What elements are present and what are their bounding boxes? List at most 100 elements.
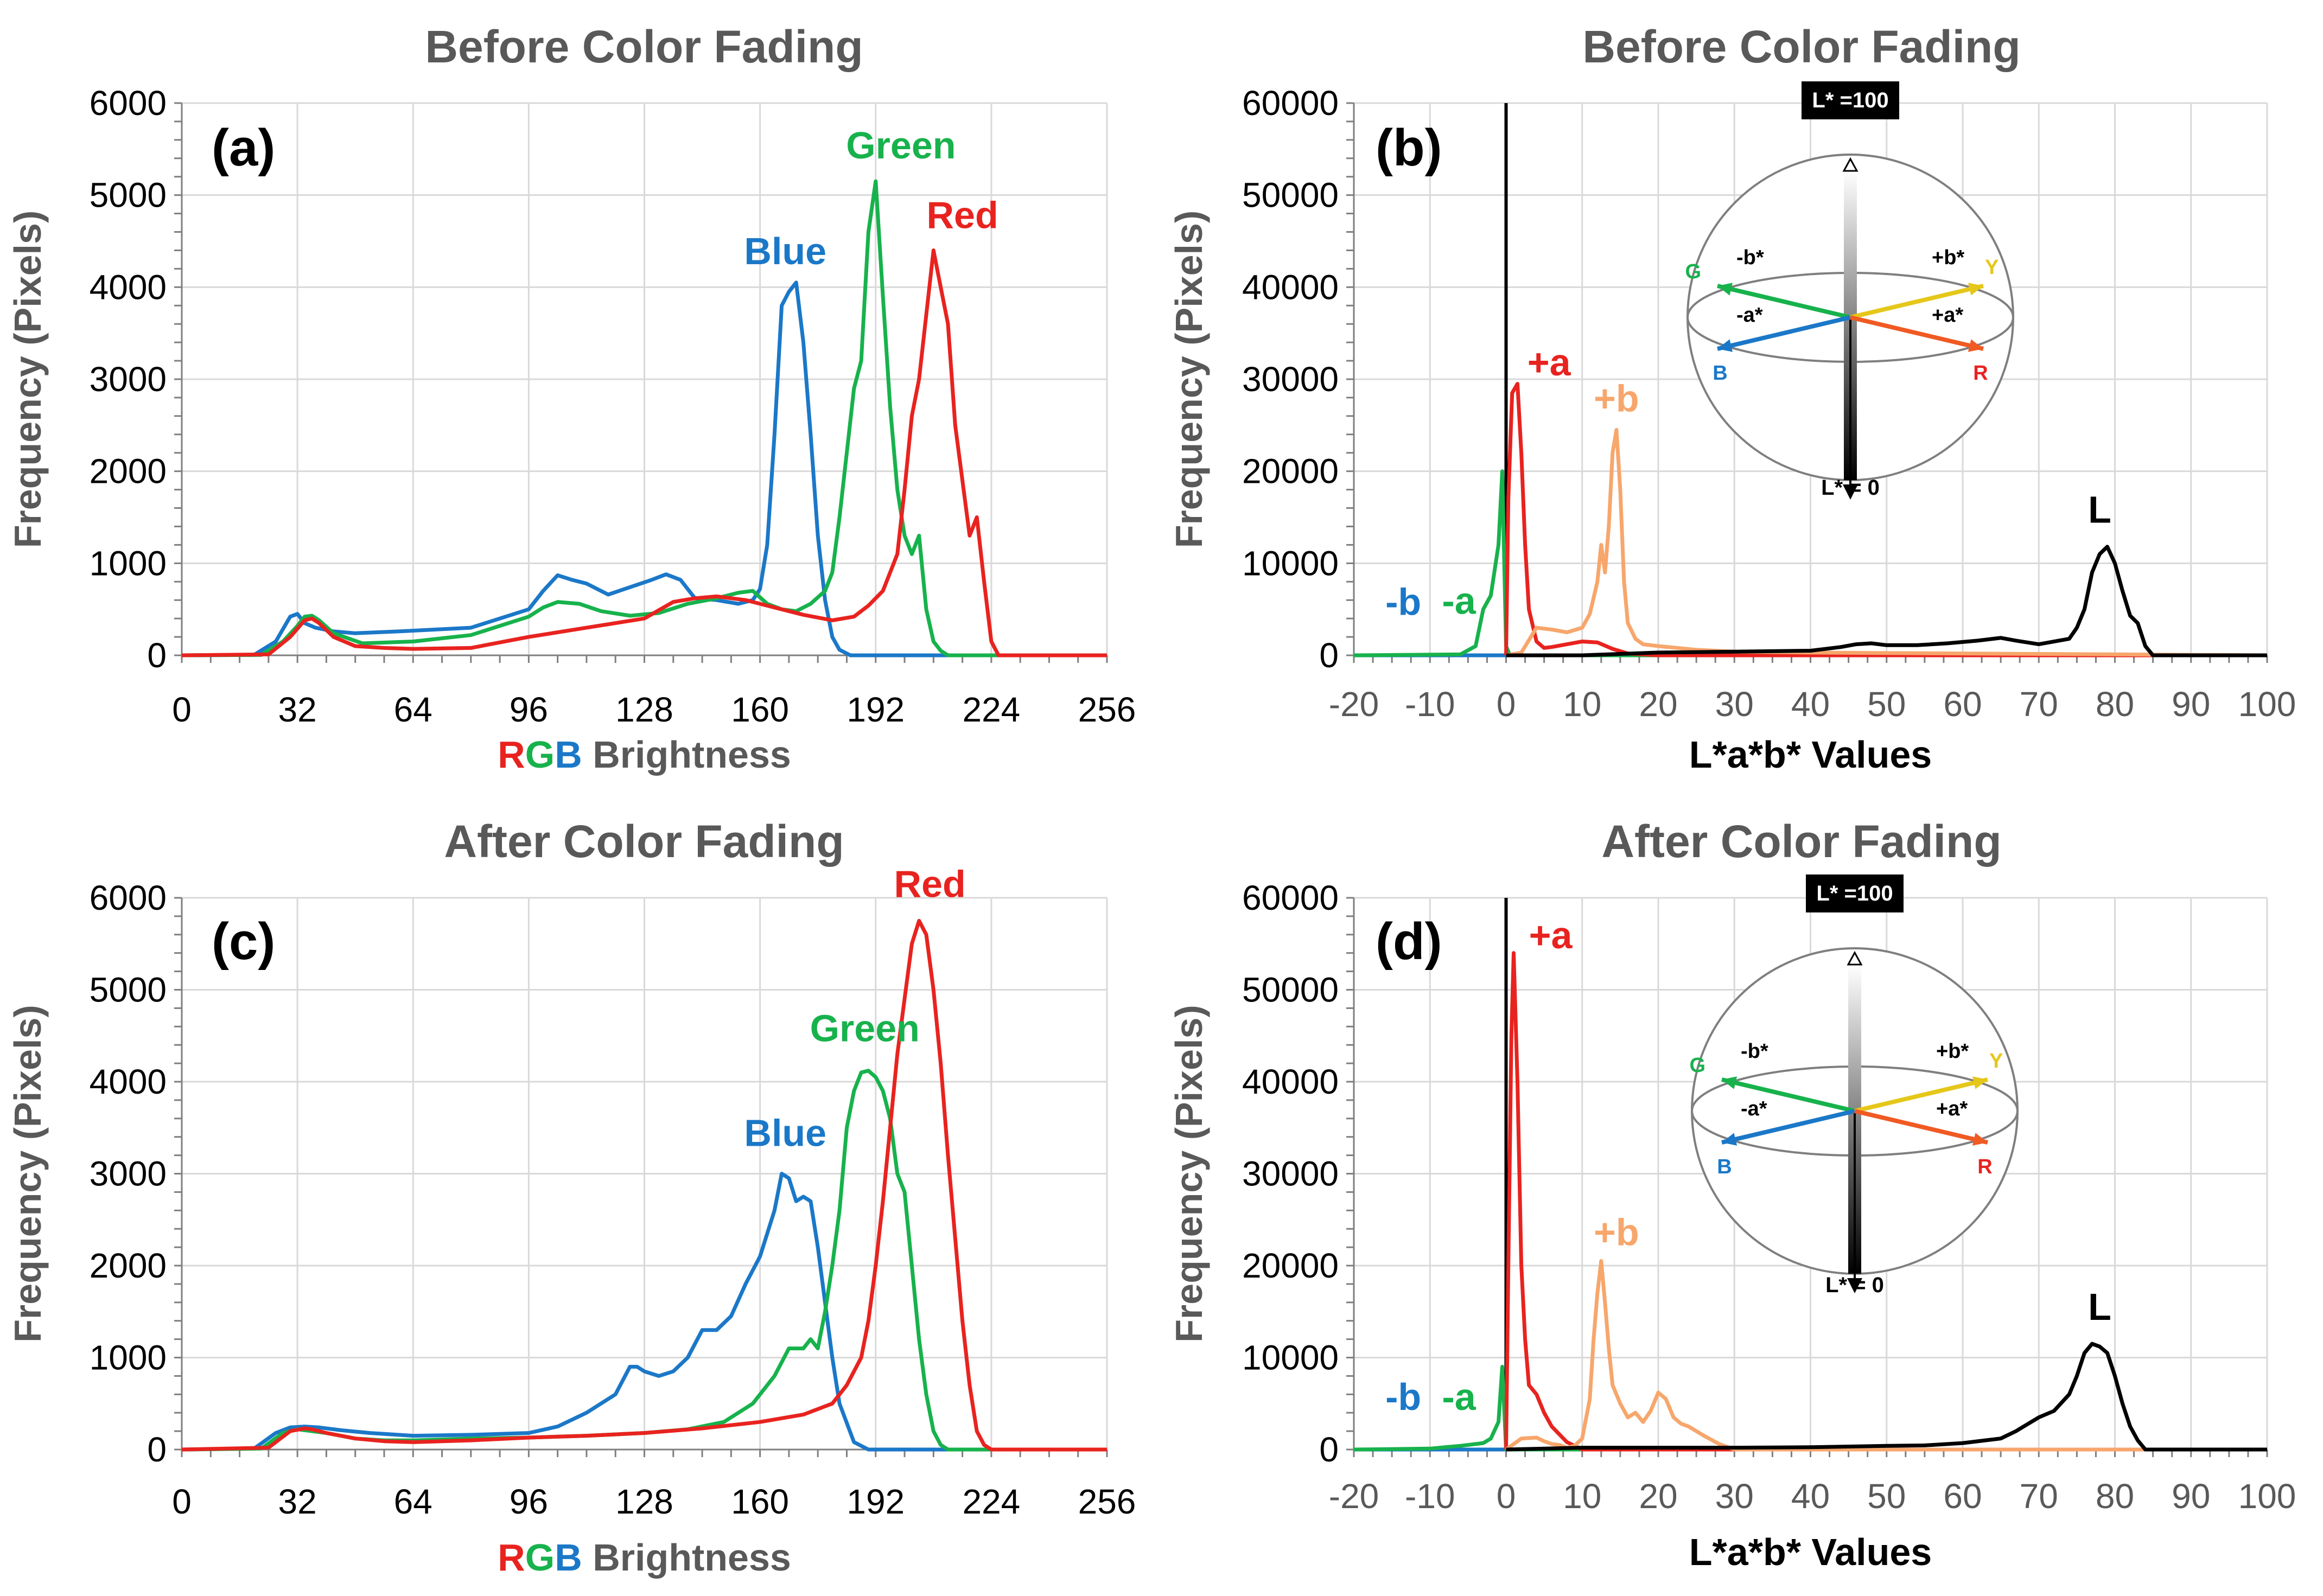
y-tick-label: 40000 — [1242, 267, 1339, 307]
x-axis-label-part: G — [525, 1536, 555, 1579]
x-tick-label: 160 — [731, 690, 789, 729]
x-tick-label: 30 — [1715, 1477, 1754, 1516]
x-tick-label: -20 — [1329, 1477, 1379, 1516]
series-annotation: Green — [810, 1007, 920, 1049]
x-tick-label: 256 — [1078, 690, 1136, 729]
yellow-pole-label: Y — [1989, 1050, 2003, 1072]
x-tick-label: 96 — [510, 1482, 548, 1521]
pos-b-axis-label: +b* — [1936, 1040, 1969, 1063]
panel-label: (b) — [1376, 119, 1442, 177]
series-plus-a-line — [1504, 382, 2267, 657]
green-axis-arrowhead — [1717, 283, 1733, 296]
chart-title: Before Color Fading — [1582, 21, 2020, 72]
x-tick-label: 80 — [2096, 685, 2134, 724]
blue-axis-line — [1717, 315, 1851, 351]
x-axis-label-part: G — [525, 733, 555, 776]
l-axis-bottom-arrow — [1843, 484, 1858, 500]
series-annotation: -a — [1442, 1376, 1476, 1418]
l-top-label-box — [1802, 81, 1899, 119]
series-plus-a-line — [1504, 951, 2267, 1452]
chart-title: After Color Fading — [444, 816, 844, 867]
y-tick-label: 20000 — [1242, 452, 1339, 491]
green-axis-line — [1721, 1077, 1855, 1113]
y-tick-label: 0 — [147, 636, 167, 675]
x-tick-label: 100 — [2238, 685, 2296, 724]
red-axis-line — [1854, 1109, 1988, 1145]
x-tick-label: 64 — [394, 1482, 432, 1521]
x-tick-label: 224 — [962, 690, 1020, 729]
x-tick-label: 0 — [1497, 685, 1516, 724]
y-tick-label: 1000 — [90, 544, 167, 583]
y-tick-label: 0 — [1319, 1430, 1339, 1469]
x-tick-label: -20 — [1329, 685, 1379, 724]
neg-b-axis-label: -b* — [1736, 246, 1764, 269]
x-tick-label: 0 — [172, 1482, 192, 1521]
x-tick-label: 10 — [1563, 685, 1601, 724]
y-tick-label: 5000 — [90, 176, 167, 215]
y-tick-label: 1000 — [90, 1338, 167, 1377]
x-tick-label: 100 — [2238, 1477, 2296, 1516]
chart-panel-a: 0 32 64 96 128 160 192 224 256 0 1000 2000 3000 4000 5… — [7, 21, 1136, 776]
yellow-axis-line — [1854, 1077, 1988, 1113]
series-annotation: +b — [1594, 377, 1639, 419]
l-top-label: L* =100 — [1816, 882, 1893, 905]
x-tick-label: 160 — [731, 1482, 789, 1521]
x-tick-label: -10 — [1405, 1477, 1455, 1516]
y-tick-label: 10000 — [1242, 544, 1339, 583]
red-axis-line — [1850, 315, 1984, 351]
blue-axis-arrowhead — [1717, 339, 1733, 352]
x-tick-label: 32 — [278, 690, 317, 729]
green-axis-arrowhead — [1722, 1076, 1738, 1089]
x-tick-label: 90 — [2172, 1477, 2210, 1516]
x-tick-label: 256 — [1078, 1482, 1136, 1521]
x-tick-label: 40 — [1791, 685, 1830, 724]
lab-sphere-diagram: L* =100 L* = 0 -b* +b* -a* +a* G Y B R — [1685, 81, 2014, 500]
x-tick-label: 128 — [615, 1482, 673, 1521]
green-pole-label: G — [1685, 260, 1701, 283]
x-tick-label: 96 — [510, 690, 548, 729]
l-top-label-box — [1806, 874, 1904, 912]
y-tick-label: 6000 — [90, 878, 167, 917]
y-tick-label: 4000 — [90, 267, 167, 307]
yellow-pole-label: Y — [1985, 256, 1999, 279]
x-axis-label: L*a*b* Values — [1689, 733, 1932, 776]
l-axis-top-arrow — [1842, 157, 1859, 172]
blue-axis-line — [1721, 1109, 1855, 1145]
red-axis-arrowhead — [1972, 1133, 1988, 1146]
y-tick-label: 60000 — [1242, 878, 1339, 917]
red-axis-arrowhead — [1968, 339, 1983, 352]
x-axis-label-part: B — [555, 733, 582, 776]
x-tick-label: 80 — [2096, 1477, 2134, 1516]
panel-label: (a) — [212, 119, 275, 177]
chart-panel-c: 0 32 64 96 128 160 192 224 256 0 1000 2000 3000 4000 5… — [7, 816, 1136, 1579]
x-axis-label: RGB Brightness — [498, 1536, 791, 1579]
x-tick-label: 30 — [1715, 685, 1754, 724]
x-tick-label: 60 — [1943, 1477, 1982, 1516]
l-bottom-label: L* = 0 — [1825, 1273, 1884, 1297]
chart-title: Before Color Fading — [425, 21, 863, 72]
red-pole-label: R — [1977, 1155, 1992, 1178]
series-l-line — [1506, 545, 2267, 657]
blue-pole-label: B — [1713, 362, 1727, 385]
x-tick-label: 50 — [1867, 685, 1906, 724]
series-annotation: L — [2088, 489, 2111, 531]
y-tick-label: 3000 — [90, 360, 167, 399]
series-annotation: -b — [1385, 1376, 1421, 1418]
x-tick-label: 70 — [2020, 685, 2058, 724]
series-l-line — [1506, 1342, 2267, 1452]
yellow-axis-line — [1850, 284, 1984, 320]
x-tick-label: 20 — [1639, 1477, 1677, 1516]
blue-pole-label: B — [1717, 1155, 1732, 1178]
x-tick-label: 64 — [394, 690, 432, 729]
green-axis-line — [1717, 284, 1851, 320]
green-pole-label: G — [1689, 1054, 1705, 1077]
series-annotation: Green — [846, 124, 956, 167]
series-annotation: +b — [1594, 1211, 1639, 1254]
x-tick-label: 192 — [847, 1482, 905, 1521]
neg-a-axis-label: -a* — [1736, 304, 1763, 327]
y-axis-label: Frequency (Pixels) — [1168, 210, 1210, 548]
yellow-axis-arrowhead — [1972, 1076, 1988, 1089]
x-axis-label-part: Brightness — [582, 733, 791, 776]
y-tick-label: 50000 — [1242, 971, 1339, 1010]
